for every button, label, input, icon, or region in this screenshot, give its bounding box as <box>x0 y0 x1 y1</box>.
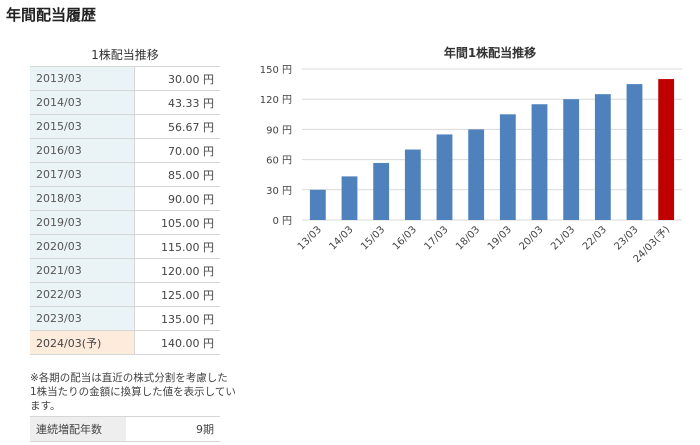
x-tick-label: 22/03 <box>581 224 609 252</box>
dividend-row-year: 2013/03 <box>30 66 135 91</box>
dividend-row-amount: 105.00 円 <box>134 210 220 235</box>
dividend-row-year: 2023/03 <box>30 306 135 331</box>
dividend-row: 2018/03 90.00 円 <box>30 186 220 211</box>
dividend-row-year: 2016/03 <box>30 138 135 163</box>
dividend-row: 2014/03 43.33 円 <box>30 90 220 115</box>
x-tick-label: 20/03 <box>517 224 545 252</box>
streak-label: 連続増配年数 <box>30 416 126 442</box>
dividend-row-amount: 43.33 円 <box>134 90 220 115</box>
dividend-row-amount: 125.00 円 <box>134 282 220 307</box>
streak-row: 連続増配年数 9期 <box>30 416 220 442</box>
x-tick-label: 23/03 <box>612 224 640 252</box>
dividend-row-year: 2017/03 <box>30 162 135 187</box>
y-tick-label: 0 円 <box>272 216 292 227</box>
y-tick-label: 90 円 <box>266 125 292 136</box>
y-tick-label: 60 円 <box>266 156 292 167</box>
x-tick-label: 17/03 <box>422 224 450 252</box>
bar <box>531 104 548 220</box>
bar <box>309 189 326 220</box>
dividend-row: 2022/03 125.00 円 <box>30 282 220 307</box>
dividend-row-year: 2020/03 <box>30 234 135 259</box>
dividend-row-amount: 115.00 円 <box>134 234 220 259</box>
dividend-streak-table: 連続増配年数 9期 <box>30 416 220 442</box>
x-tick-label: 14/03 <box>327 224 355 252</box>
bar <box>341 176 358 220</box>
x-tick-label: 19/03 <box>486 224 514 252</box>
dividend-row: 2024/03(予) 140.00 円 <box>30 330 220 355</box>
y-tick-label: 120 円 <box>260 95 292 106</box>
bar <box>594 94 611 220</box>
bar <box>658 79 675 220</box>
split-adjustment-note: ※各期の配当は直近の株式分割を考慮した 1株当たりの金額に換算した値を表示してい… <box>30 371 240 413</box>
x-tick-label: 21/03 <box>549 224 577 252</box>
dividend-row: 2013/03 30.00 円 <box>30 66 220 91</box>
dividend-table-title: 1株配当推移 <box>91 48 159 62</box>
dividend-row-amount: 90.00 円 <box>134 186 220 211</box>
y-tick-label: 150 円 <box>260 65 292 76</box>
dividend-row-amount: 30.00 円 <box>134 66 220 91</box>
dividend-row-amount: 70.00 円 <box>134 138 220 163</box>
bar <box>499 114 516 220</box>
dividend-row-year: 2014/03 <box>30 90 135 115</box>
x-tick-label: 15/03 <box>359 224 387 252</box>
dividend-row-year: 2024/03(予) <box>30 330 135 355</box>
dividend-row-amount: 85.00 円 <box>134 162 220 187</box>
dividend-row: 2023/03 135.00 円 <box>30 306 220 331</box>
dividend-row: 2015/03 56.67 円 <box>30 114 220 139</box>
bar <box>626 84 643 220</box>
streak-value: 9期 <box>126 416 220 442</box>
dividend-row-year: 2015/03 <box>30 114 135 139</box>
bar <box>404 149 421 220</box>
y-tick-label: 30 円 <box>266 186 292 197</box>
dividend-row: 2019/03 105.00 円 <box>30 210 220 235</box>
dividend-row-year: 2021/03 <box>30 258 135 283</box>
dividend-row-amount: 135.00 円 <box>134 306 220 331</box>
note-line-1: ※各期の配当は直近の株式分割を考慮した <box>30 372 228 384</box>
x-tick-label: 16/03 <box>391 224 419 252</box>
bar <box>563 99 580 220</box>
note-line-2: 1株当たりの金額に換算した値を表示しています。 <box>30 386 236 412</box>
dividend-row: 2016/03 70.00 円 <box>30 138 220 163</box>
dividend-row-year: 2019/03 <box>30 210 135 235</box>
bar <box>468 129 485 220</box>
dividend-row-amount: 140.00 円 <box>134 330 220 355</box>
dividend-row: 2017/03 85.00 円 <box>30 162 220 187</box>
dividend-row: 2021/03 120.00 円 <box>30 258 220 283</box>
x-tick-label: 13/03 <box>296 224 324 252</box>
x-tick-label: 18/03 <box>454 224 482 252</box>
dividend-row-year: 2018/03 <box>30 186 135 211</box>
dividend-table: 2013/03 30.00 円 2014/03 43.33 円 2015/03 56.67… <box>30 66 220 355</box>
page-title: 年間配当履歴 <box>6 6 97 24</box>
bar <box>373 162 390 220</box>
dividend-row-amount: 120.00 円 <box>134 258 220 283</box>
dividend-row-amount: 56.67 円 <box>134 114 220 139</box>
bar <box>436 134 453 220</box>
chart-title: 年間1株配当推移 <box>443 46 537 60</box>
dividend-row-year: 2022/03 <box>30 282 135 307</box>
dividend-row: 2020/03 115.00 円 <box>30 234 220 259</box>
